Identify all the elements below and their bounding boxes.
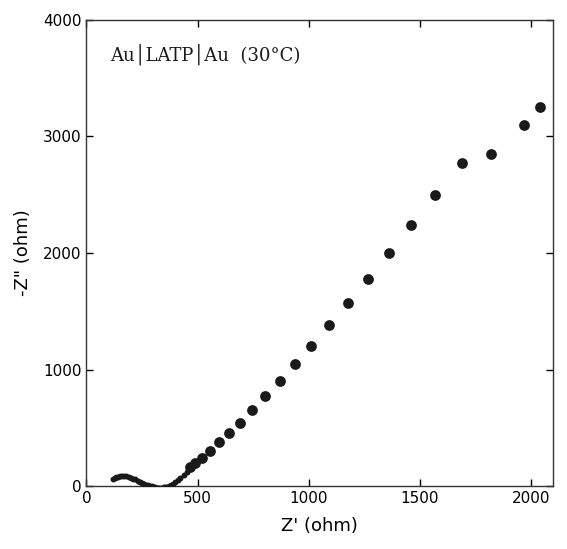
Point bbox=[154, 483, 163, 492]
Point bbox=[129, 474, 138, 483]
Point bbox=[486, 149, 496, 158]
Point bbox=[324, 321, 333, 330]
Point bbox=[118, 472, 127, 480]
Point bbox=[114, 473, 123, 481]
Point bbox=[183, 467, 192, 476]
Point bbox=[142, 480, 151, 489]
Point bbox=[191, 459, 200, 468]
Point bbox=[224, 429, 233, 438]
Point bbox=[143, 481, 153, 490]
Point bbox=[291, 360, 300, 368]
Point bbox=[197, 453, 206, 462]
Point bbox=[138, 479, 147, 488]
Point bbox=[535, 103, 544, 111]
Point bbox=[112, 473, 121, 481]
Point bbox=[166, 480, 175, 489]
Point bbox=[139, 479, 149, 488]
Point bbox=[520, 120, 529, 129]
Point bbox=[176, 474, 185, 483]
Point bbox=[110, 474, 119, 483]
Point bbox=[116, 472, 125, 481]
Point bbox=[158, 483, 167, 492]
Point bbox=[173, 476, 182, 485]
Point bbox=[155, 483, 164, 492]
Point bbox=[306, 341, 315, 350]
Point bbox=[343, 299, 352, 307]
Point bbox=[109, 474, 118, 483]
X-axis label: Z' (ohm): Z' (ohm) bbox=[281, 517, 358, 535]
Point bbox=[152, 483, 161, 492]
Y-axis label: -Z" (ohm): -Z" (ohm) bbox=[14, 210, 32, 296]
Point bbox=[146, 481, 155, 490]
Point bbox=[431, 191, 440, 199]
Point bbox=[160, 483, 170, 491]
Text: Au│LATP│Au  (30°C): Au│LATP│Au (30°C) bbox=[110, 43, 300, 65]
Point bbox=[407, 221, 416, 229]
Point bbox=[162, 482, 171, 491]
Point bbox=[168, 479, 177, 488]
Point bbox=[124, 473, 133, 481]
Point bbox=[122, 472, 131, 481]
Point bbox=[131, 475, 140, 484]
Point bbox=[147, 482, 156, 491]
Point bbox=[179, 470, 188, 479]
Point bbox=[235, 418, 244, 427]
Point bbox=[214, 438, 223, 447]
Point bbox=[150, 483, 159, 492]
Point bbox=[261, 392, 270, 401]
Point bbox=[247, 406, 256, 414]
Point bbox=[363, 274, 372, 283]
Point bbox=[275, 376, 284, 385]
Point bbox=[136, 477, 145, 486]
Point bbox=[120, 472, 129, 480]
Point bbox=[164, 481, 174, 490]
Point bbox=[149, 483, 158, 491]
Point bbox=[159, 483, 168, 492]
Point bbox=[133, 477, 142, 485]
Point bbox=[126, 473, 136, 482]
Point bbox=[205, 446, 214, 455]
Point bbox=[186, 463, 195, 472]
Point bbox=[156, 483, 165, 492]
Point bbox=[384, 249, 393, 257]
Point bbox=[171, 478, 180, 486]
Point bbox=[186, 463, 195, 472]
Point bbox=[458, 159, 467, 167]
